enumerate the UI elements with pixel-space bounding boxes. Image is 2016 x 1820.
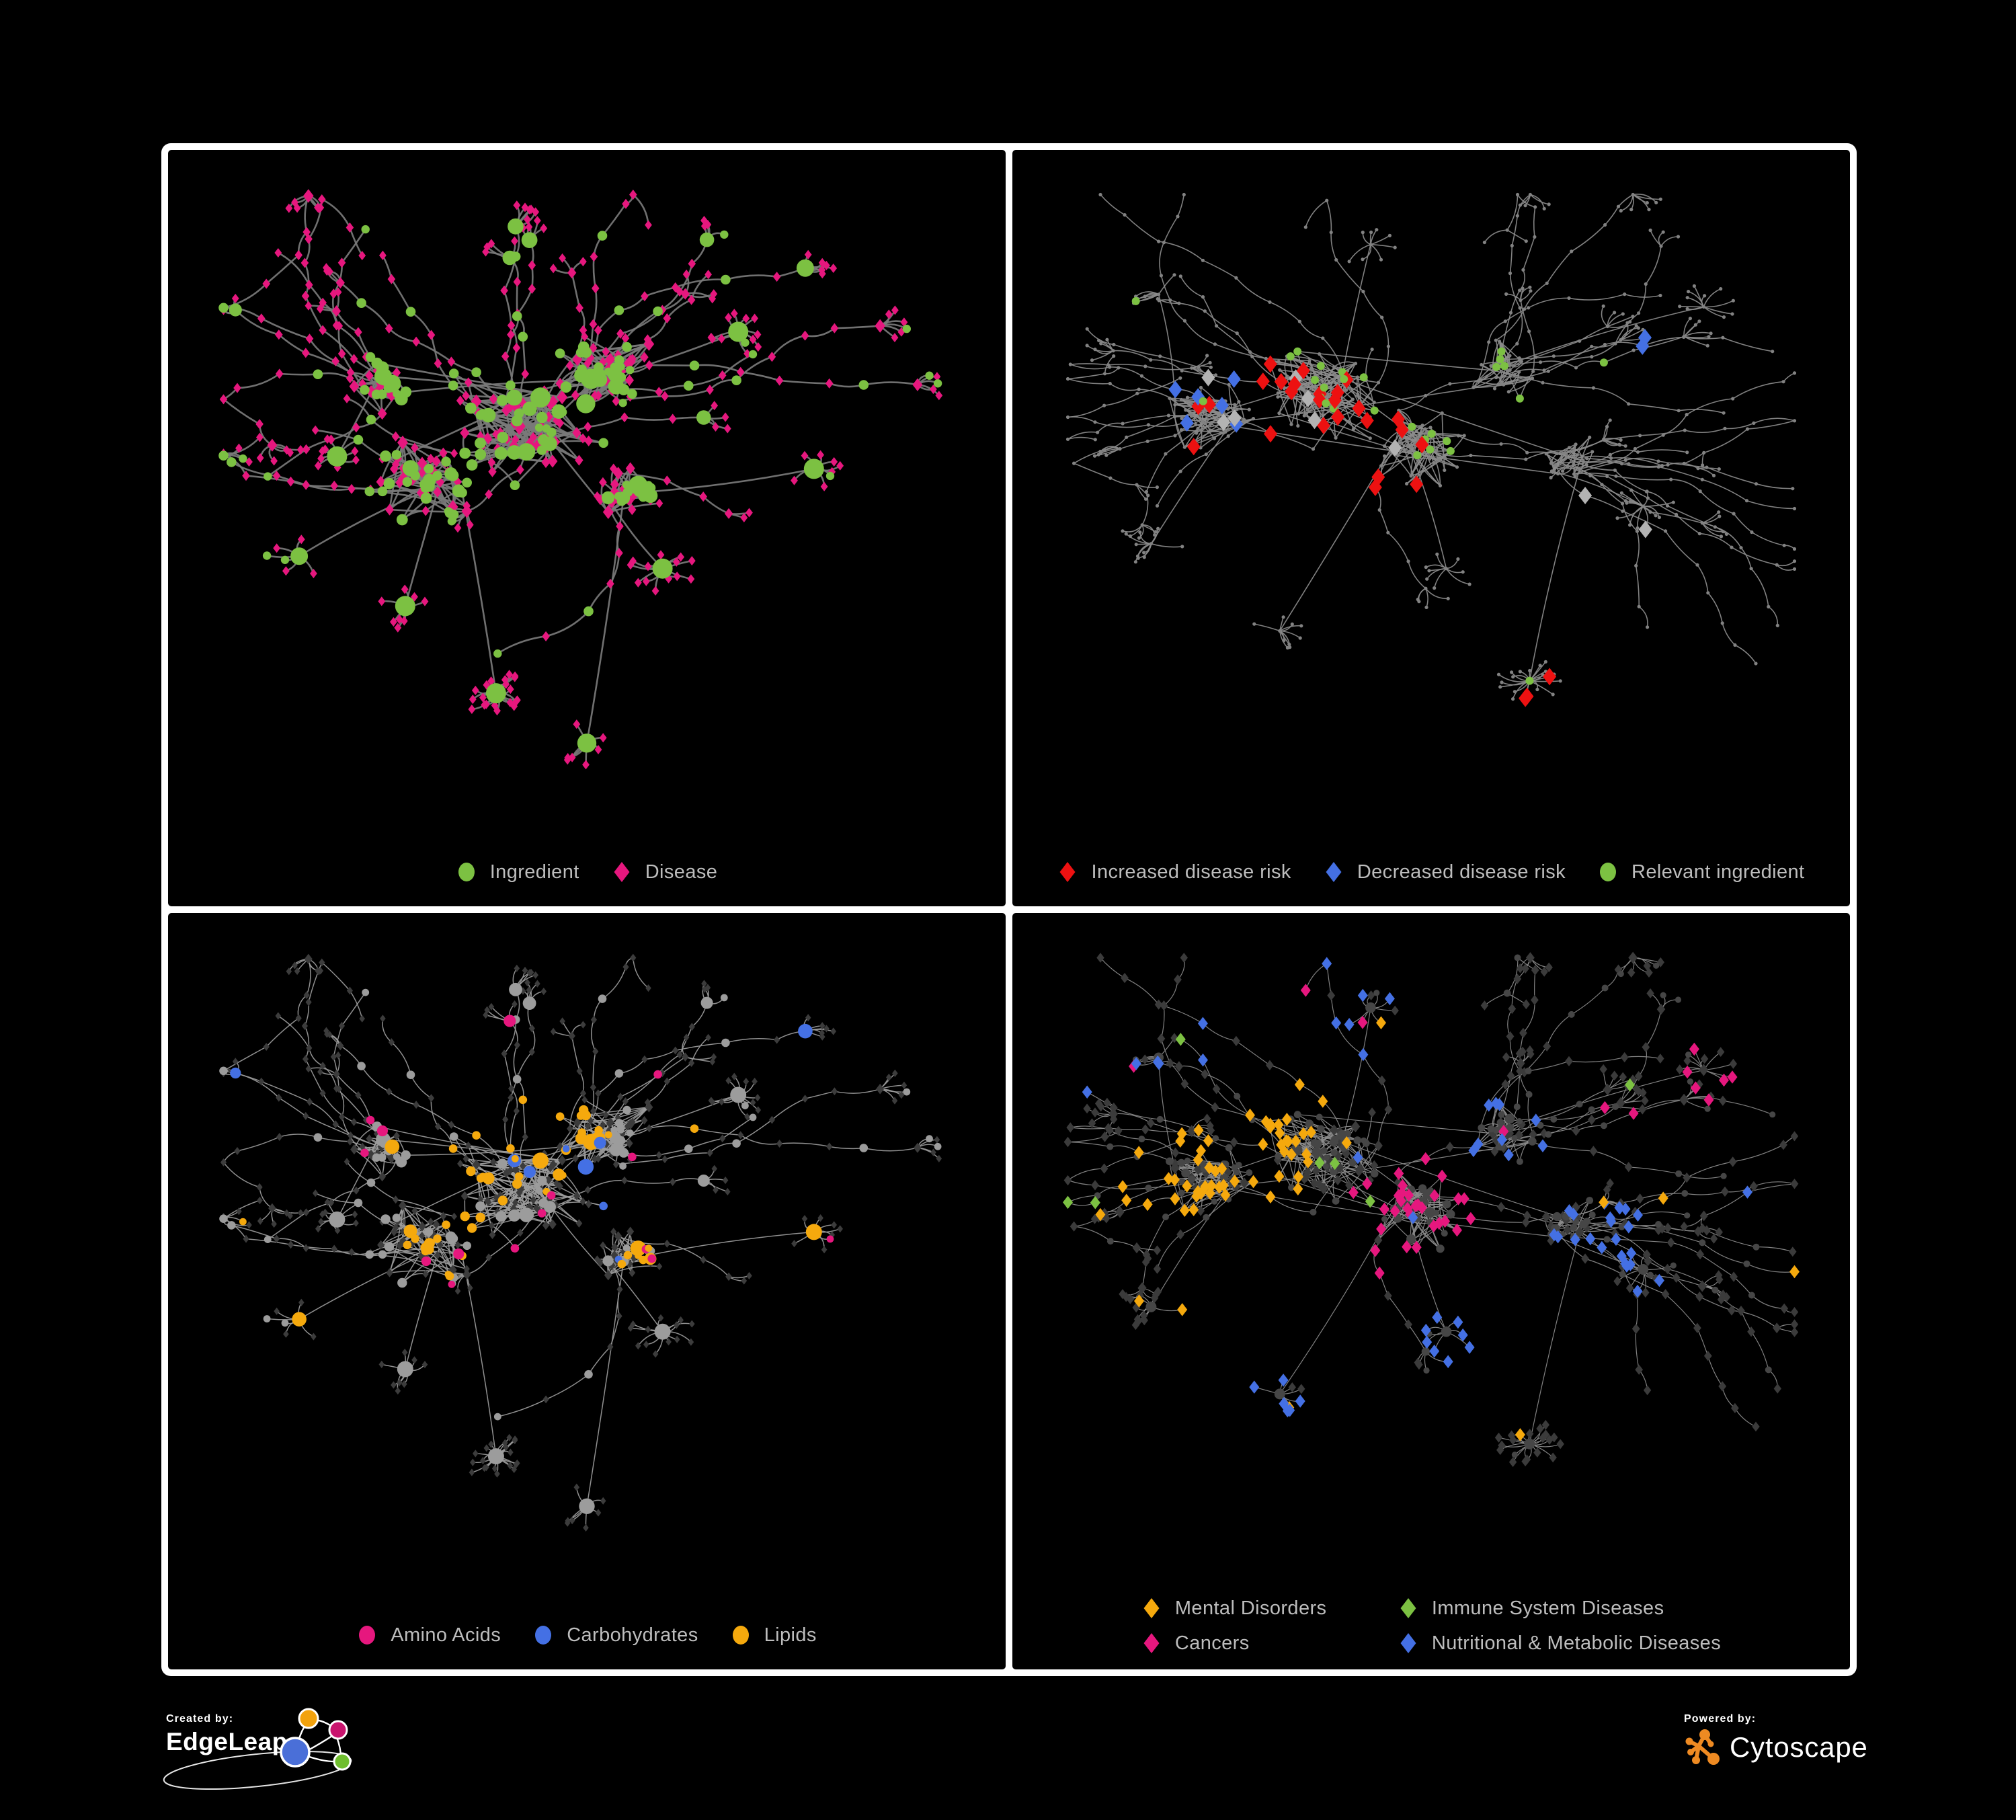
network-disease-categories [1063,951,1800,1467]
network-disease-risk [1065,192,1797,707]
created-by-label: Created by: [166,1713,234,1725]
panel-grid: Ingredient Disease Increased disease risk… [161,143,1857,1676]
edgeleap-node-blue [280,1737,311,1768]
powered-by-block: Powered by: [1684,1713,1966,1787]
panel-disease-categories: Mental Disorders Immune System Diseases Ca… [1012,913,1850,1669]
created-by-block: Created by: EdgeLeap [163,1708,395,1801]
panel-disease-risk: Increased disease risk Decreased disease … [1012,150,1850,906]
edgeleap-wordmark: EdgeLeap [166,1728,288,1755]
edgeleap-node-green [333,1752,352,1771]
network-nutrient-classes [219,953,942,1532]
edgeleap-logo [280,1708,352,1771]
cytoscape-wordmark: Cytoscape [1730,1731,1868,1763]
cytoscape-icon [1685,1729,1720,1765]
panel-nutrient-classes: Amino Acids Carbohydrates Lipids [168,913,1006,1669]
powered-by-label: Powered by: [1684,1713,1757,1725]
panel-ingredient-disease: Ingredient Disease [168,150,1006,906]
network-ingredient-disease [218,189,943,770]
edgeleap-node-orange [298,1708,319,1729]
edgeleap-node-magenta [328,1720,348,1740]
